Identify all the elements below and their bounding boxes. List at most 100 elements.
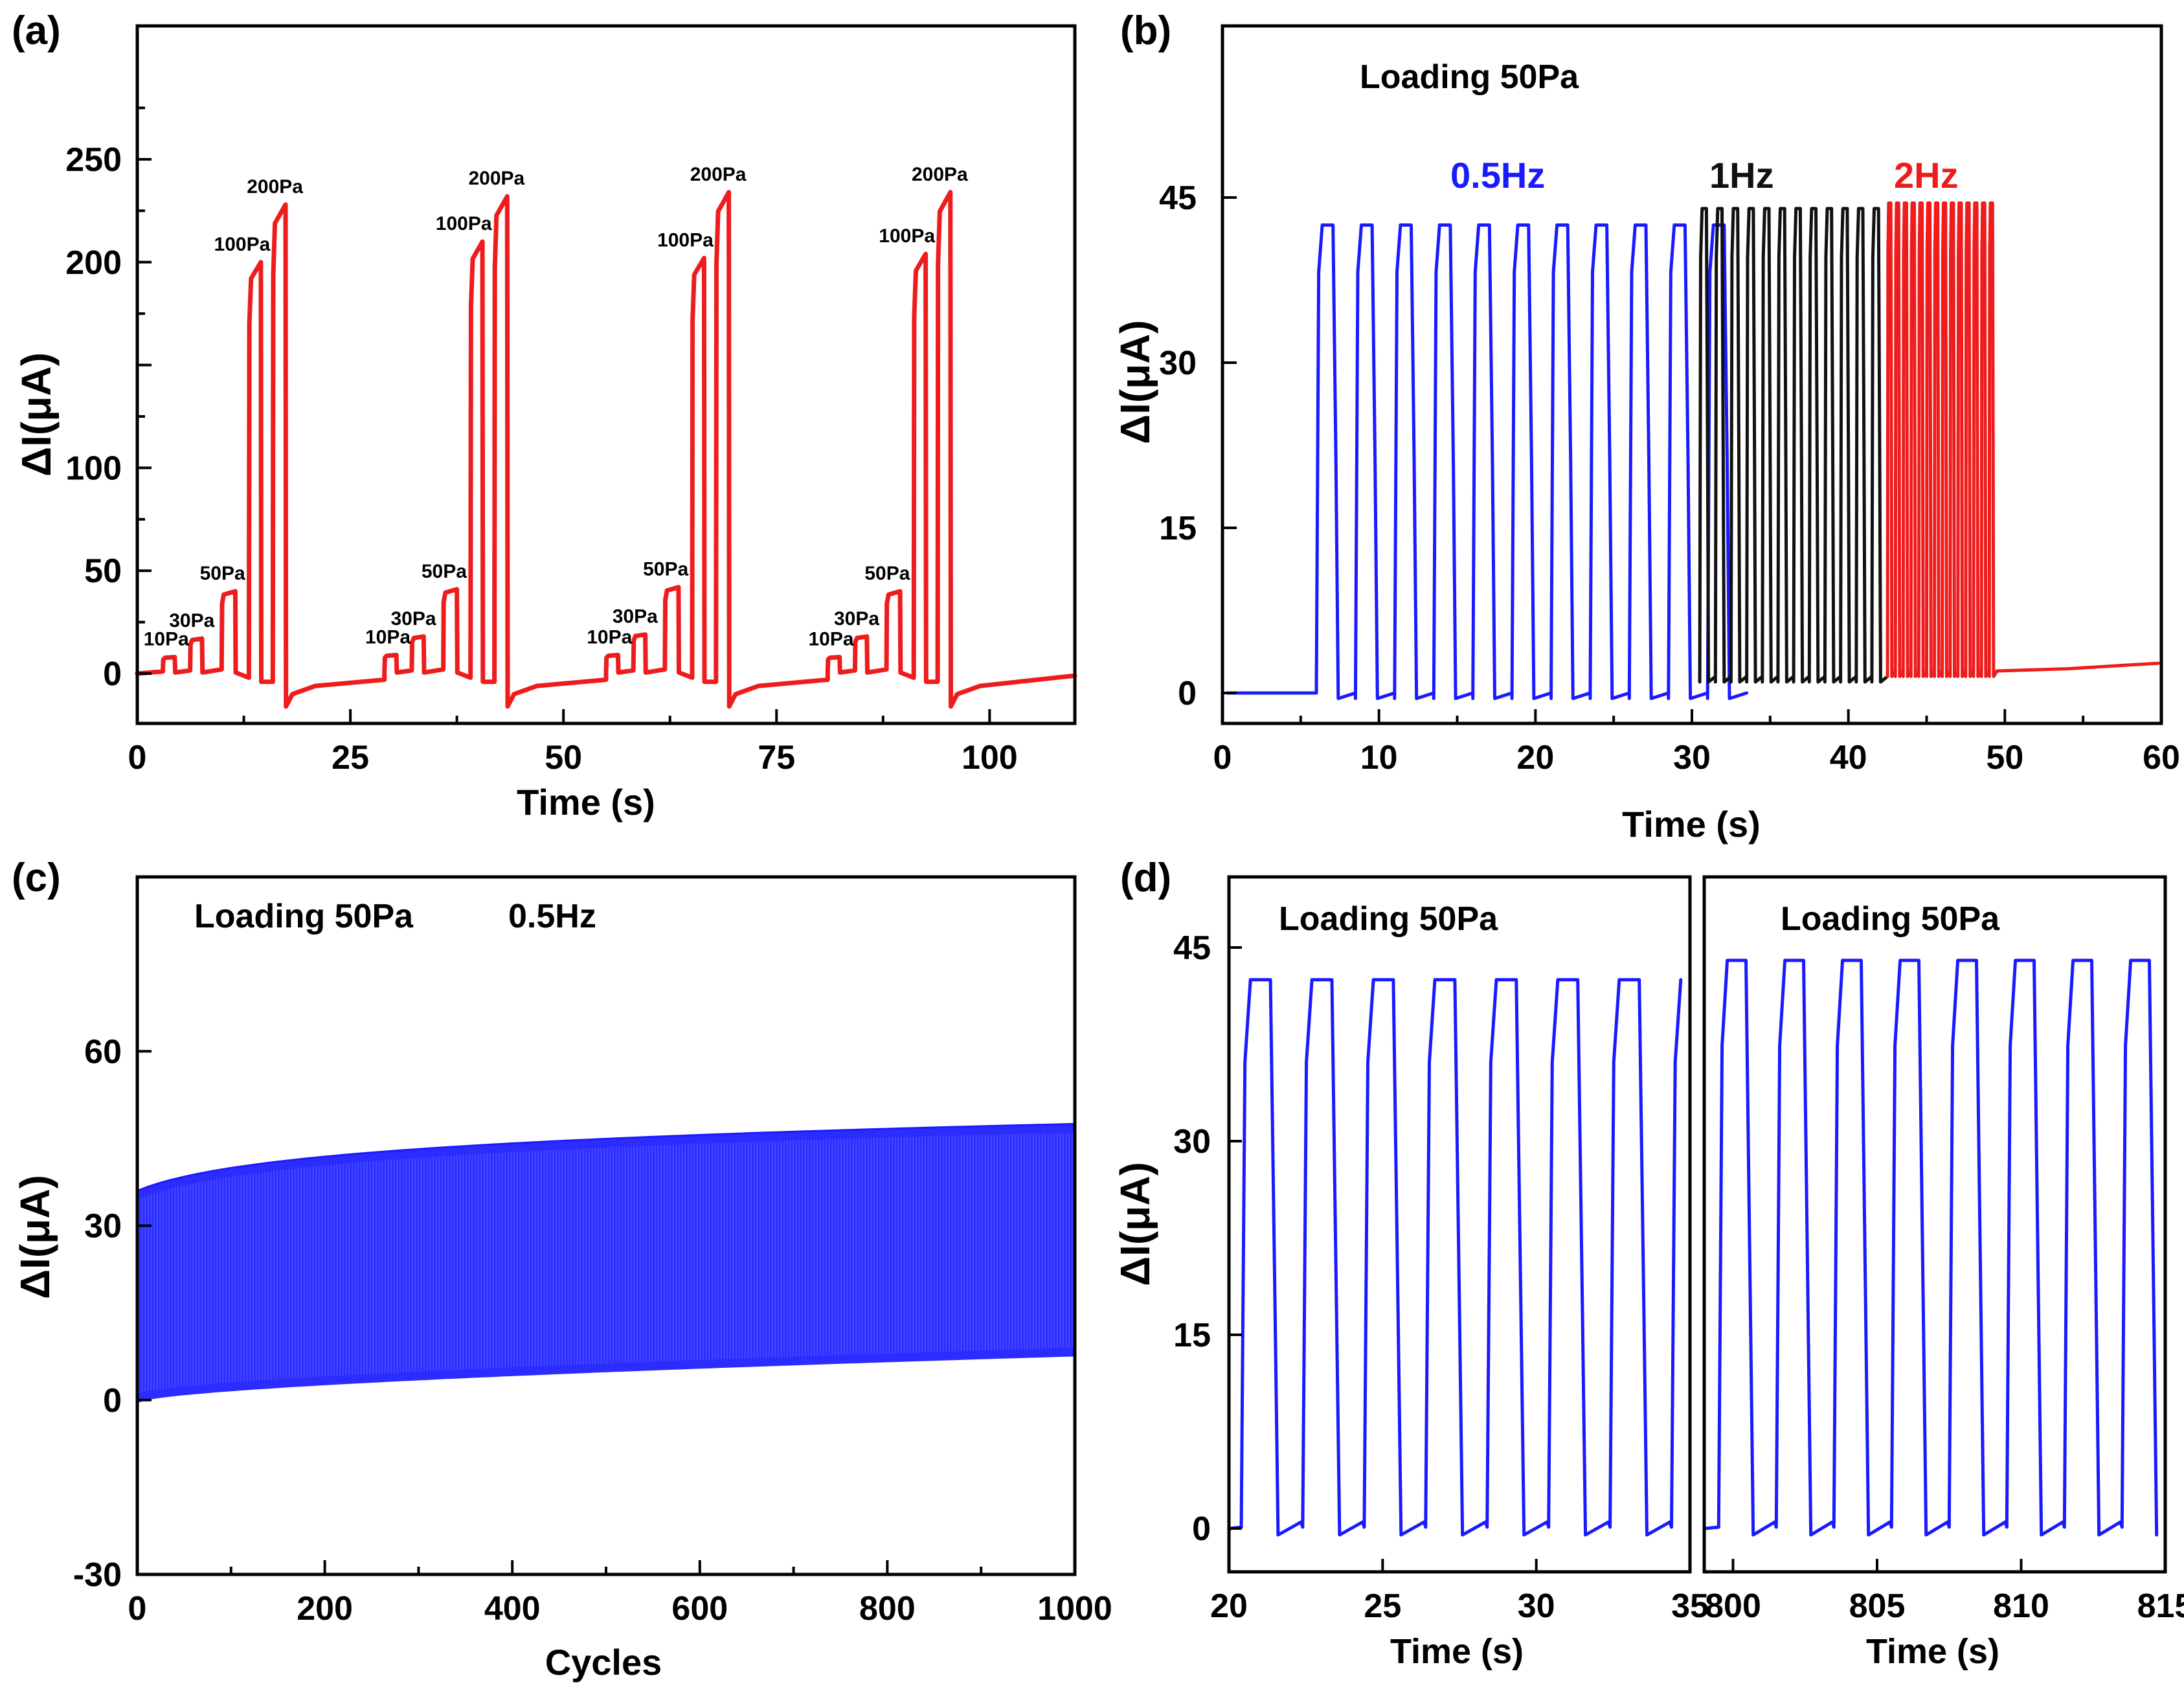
panel-b-plot — [1225, 201, 2160, 700]
panel-d-left-plot — [1228, 978, 1683, 1537]
panel-a-annotation: 30Pa — [613, 606, 658, 628]
panel-a-plot: 10Pa30Pa50Pa100Pa200Pa10Pa30Pa50Pa100Pa2… — [135, 164, 1077, 709]
panel-b-ylabel: ΔI(μA) — [1112, 320, 1158, 444]
panel-a-xtick-label: 75 — [758, 739, 795, 777]
panel-a-ytick-label: 0 — [103, 655, 122, 693]
legend-2hz: 2Hz — [1894, 155, 1959, 196]
panel-a-trace — [135, 190, 1077, 709]
panel-b-ytick-label: 30 — [1159, 345, 1197, 382]
panel-b-xlabel: Time (s) — [1622, 804, 1761, 845]
panel-b: (b) 0 10 20 30 40 50 60 0 15 30 45 Loading 50Pa 0.… — [1112, 8, 2180, 845]
panel-c-upper — [136, 1122, 1076, 1192]
panel-c-title: Loading 50Pa — [194, 898, 414, 935]
legend-0-5hz: 0.5Hz — [1450, 155, 1545, 196]
panel-b-xtick-label: 10 — [1360, 739, 1398, 777]
panel-d-right-frame — [1702, 875, 2167, 1574]
panel-a-annotation: 100Pa — [879, 225, 935, 247]
panel-b-title: Loading 50Pa — [1360, 58, 1579, 96]
panel-d-xtick-label: 20 — [1210, 1587, 1248, 1625]
panel-c-envelope — [137, 1124, 1075, 1403]
panel-b-ytick-label: 0 — [1178, 675, 1197, 712]
panel-a-annotation: 10Pa — [144, 629, 189, 650]
panel-a-annotation: 10Pa — [808, 629, 853, 650]
panel-c-xlabel: Cycles — [545, 1642, 662, 1683]
panel-b-xtick-label: 40 — [1830, 739, 1867, 777]
panel-a-annotation: 100Pa — [436, 213, 492, 234]
panel-c-xtick-label: 1000 — [1037, 1590, 1112, 1628]
panel-d-ytick-label: 30 — [1173, 1123, 1211, 1161]
panel-a-ytick-label: 250 — [65, 141, 122, 179]
panel-d-left-xlabel: Time (s) — [1390, 1632, 1524, 1671]
panel-c-ytick-label: 60 — [84, 1033, 122, 1071]
panel-a-annotation: 10Pa — [587, 626, 632, 648]
panel-b-xtick-label: 60 — [2143, 739, 2180, 777]
panel-a-xtick-label: 100 — [962, 739, 1018, 777]
panel-a-xtick-label: 0 — [128, 739, 147, 777]
panel-b-series-0.5Hz — [1314, 223, 1749, 700]
panel-a-ticks: 0 25 50 75 100 0 50 100 200 250 — [65, 106, 1018, 777]
panel-d-ytick-label: 45 — [1173, 929, 1211, 967]
panel-a-annotation: 50Pa — [422, 561, 467, 582]
panel-a-annotation: 30Pa — [390, 608, 436, 630]
panel-a: (a) 10Pa30Pa50Pa100Pa200Pa10Pa30Pa50Pa10… — [12, 8, 1077, 823]
panel-b-xtick-label: 0 — [1213, 739, 1232, 777]
panel-a-annotation: 200Pa — [247, 176, 303, 198]
panel-a-annotation: 50Pa — [200, 563, 245, 584]
panel-d-left-frame — [1227, 875, 1692, 1574]
panel-d-xtick-label: 805 — [1849, 1587, 1906, 1625]
panel-a-xtick-label: 25 — [332, 739, 369, 777]
panel-c-plot — [136, 1122, 1076, 1403]
panel-d-ytick-label: 15 — [1173, 1317, 1211, 1354]
panel-a-annotation: 10Pa — [365, 626, 411, 648]
panel-b-ticks: 0 10 20 30 40 50 60 0 15 30 45 — [1159, 179, 2180, 777]
panel-a-xtick-label: 50 — [545, 739, 582, 777]
panel-b-xtick-label: 30 — [1673, 739, 1711, 777]
panel-b-ytick-label: 45 — [1159, 179, 1197, 217]
panel-d-ylabel: ΔI(μA) — [1112, 1162, 1158, 1286]
panel-a-annotation: 200Pa — [468, 168, 524, 189]
panel-c-xtick-label: 200 — [297, 1590, 353, 1628]
panel-c-ytick-label: 0 — [103, 1382, 122, 1420]
panel-a-xlabel: Time (s) — [517, 782, 655, 823]
panel-d-right-plot — [1704, 959, 2159, 1537]
panel-c-xtick-label: 0 — [128, 1590, 147, 1628]
panel-b-label: (b) — [1120, 8, 1171, 53]
panel-d-right-title: Loading 50Pa — [1781, 900, 2000, 938]
panel-c-ytick-label: -30 — [73, 1556, 122, 1594]
panel-b-frame — [1221, 24, 2163, 725]
panel-d-xtick-label: 35 — [1671, 1587, 1709, 1625]
panel-d-xtick-label: 30 — [1518, 1587, 1555, 1625]
panel-a-annotation: 50Pa — [643, 559, 688, 580]
panel-a-annotation: 30Pa — [169, 610, 214, 631]
legend-1hz: 1Hz — [1709, 155, 1774, 196]
panel-a-annotation: 100Pa — [657, 229, 714, 251]
panel-c-xtick-label: 400 — [484, 1590, 541, 1628]
panel-d-ytick-label: 0 — [1192, 1510, 1211, 1548]
panel-d-xtick-label: 810 — [1993, 1587, 2049, 1625]
panel-d-xtick-label: 800 — [1705, 1587, 1761, 1625]
panel-b-xtick-label: 20 — [1516, 739, 1554, 777]
panel-b-ytick-label: 15 — [1159, 510, 1197, 547]
panel-d-trace-0 — [1228, 978, 1683, 1537]
panel-a-annotation: 100Pa — [214, 234, 271, 255]
panel-b-series-1Hz — [1698, 207, 1889, 684]
panel-a-ytick-label: 50 — [84, 552, 122, 590]
panel-c-cycles — [139, 1133, 1073, 1394]
panel-d-xtick-label: 25 — [1364, 1587, 1401, 1625]
panel-c-subtitle: 0.5Hz — [508, 898, 596, 935]
panel-c-xtick-label: 800 — [859, 1590, 916, 1628]
panel-c-xtick-label: 600 — [671, 1590, 728, 1628]
panel-a-frame — [135, 24, 1077, 725]
panel-d-xtick-label: 815 — [2137, 1587, 2184, 1625]
panel-c-label: (c) — [12, 856, 61, 900]
panel-a-ylabel: ΔI(μA) — [13, 352, 60, 477]
panel-a-annotation: 200Pa — [690, 164, 747, 185]
panel-c-ytick-label: 30 — [84, 1208, 122, 1245]
panel-a-annotation: 200Pa — [912, 164, 968, 185]
panel-c-ylabel: ΔI(μA) — [12, 1175, 58, 1299]
